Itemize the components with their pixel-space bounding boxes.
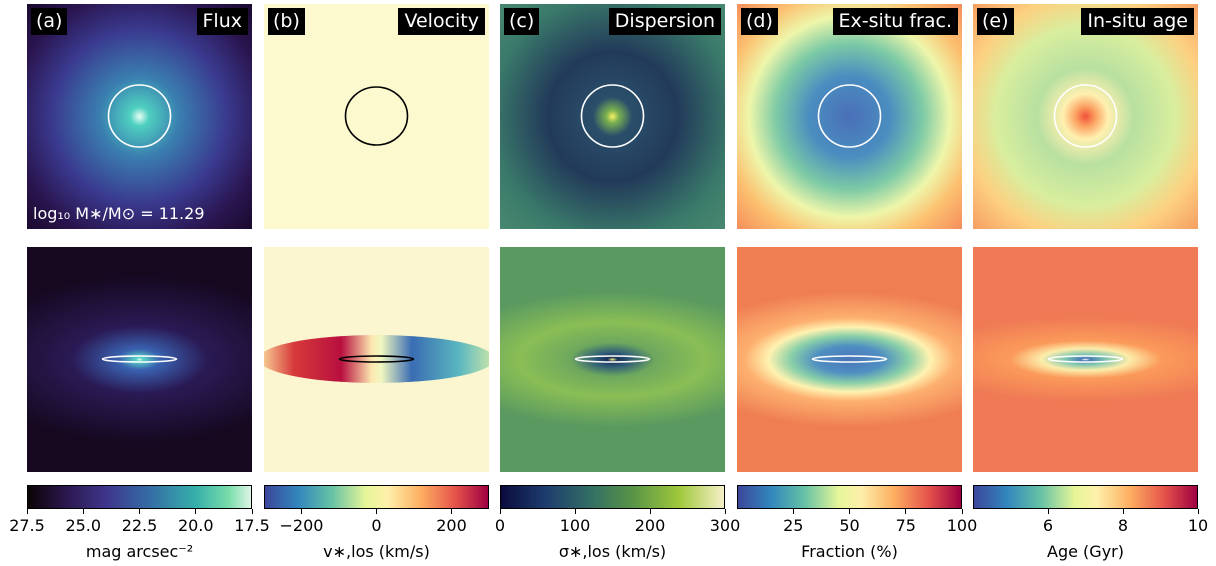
colorbar-tick-label: 6: [1042, 516, 1054, 535]
half-light-ellipse: [1047, 355, 1124, 363]
colorbar-tick: [139, 509, 140, 514]
map-panel-flux-edge-on: [27, 247, 252, 472]
map-panel-dispersion-edge-on: [500, 247, 725, 472]
map-panel-velocity-edge-on: [264, 247, 489, 472]
heatmap-field: [973, 247, 1198, 472]
colorbar-tick-label: 25: [783, 516, 804, 535]
panel-tag: (b): [268, 8, 305, 35]
colorbar-tick: [376, 509, 377, 514]
colorbar-tick: [26, 509, 28, 514]
half-light-ellipse: [107, 84, 172, 148]
colorbar-tick: [82, 509, 84, 514]
colorbar-tick: [849, 509, 850, 514]
colorbar-tick: [499, 509, 501, 514]
colorbar-tick-label: 50: [839, 516, 860, 535]
colorbar-tick-label: 8: [1117, 516, 1129, 535]
map-panel-in-situ-age-face-on: (e) In-situ age: [973, 4, 1198, 229]
panel-tag: (e): [977, 8, 1014, 35]
heatmap-field: [500, 247, 725, 472]
colorbar: [27, 485, 252, 509]
colorbar-label: Age (Gyr): [1047, 542, 1124, 561]
panel-title: Ex-situ frac.: [832, 8, 958, 35]
map-panel-flux-face-on: (a) Flux log₁₀ M∗/M⊙ = 11.29: [27, 4, 252, 229]
half-light-ellipse: [344, 86, 409, 146]
half-light-ellipse: [574, 355, 651, 363]
colorbar-tick-label: 75: [895, 516, 916, 535]
colorbar-label: Fraction (%): [801, 542, 898, 561]
colorbar-label: v∗,los (km/s): [323, 542, 430, 561]
colorbar-tick: [251, 509, 253, 514]
heatmap-field: [27, 4, 252, 229]
heatmap-field: [973, 4, 1198, 229]
map-panel-velocity-face-on: (b) Velocity: [264, 4, 489, 229]
colorbar-tick: [905, 509, 907, 514]
half-light-ellipse: [580, 84, 645, 148]
half-light-ellipse: [101, 355, 178, 363]
map-panel-ex-situ-frac-face-on: (d) Ex-situ frac.: [737, 4, 962, 229]
colorbar-tick-label: 300: [709, 516, 741, 535]
half-light-ellipse: [817, 84, 882, 148]
colorbar-tick-label: 0: [494, 516, 506, 535]
colorbar-tick: [1122, 509, 1124, 514]
colorbar-tick: [1197, 509, 1199, 514]
colorbar-tick: [649, 509, 651, 514]
galaxy-mass-label: log₁₀ M∗/M⊙ = 11.29: [33, 204, 205, 223]
colorbar-tick: [195, 509, 197, 514]
heatmap-field: [500, 4, 725, 229]
colorbar: [973, 485, 1198, 509]
colorbar-label: σ∗,los (km/s): [558, 542, 667, 561]
colorbar-tick-label: 10: [1187, 516, 1209, 535]
map-panel-ex-situ-frac-edge-on: [737, 247, 962, 472]
half-light-ellipse: [338, 355, 415, 363]
colorbar-tick: [1047, 509, 1049, 514]
colorbar: [500, 485, 725, 509]
heatmap-field: [27, 247, 252, 472]
colorbar-tick-label: 100: [946, 516, 978, 535]
colorbar-tick-label: 20.0: [177, 516, 214, 535]
panel-tag: (a): [31, 8, 68, 35]
colorbar-tick-label: 0: [371, 516, 382, 535]
colorbar-tick: [301, 509, 302, 514]
colorbar-tick: [792, 509, 794, 514]
heatmap-field: [264, 4, 489, 229]
colorbar-tick-label: 200: [436, 516, 467, 535]
heatmap-field: [737, 4, 962, 229]
heatmap-field: [737, 247, 962, 472]
colorbar: [737, 485, 962, 509]
map-panel-dispersion-face-on: (c) Dispersion: [500, 4, 725, 229]
colorbar-tick-label: 100: [559, 516, 591, 535]
colorbar: [264, 485, 489, 509]
panel-title: Flux: [196, 8, 248, 35]
colorbar-tick: [961, 509, 963, 514]
colorbar-tick-label: 25.0: [65, 516, 102, 535]
map-panel-in-situ-age-edge-on: [973, 247, 1198, 472]
colorbar-label: mag arcsec⁻²: [85, 542, 194, 561]
colorbar-tick-label: 27.5: [9, 516, 45, 535]
panel-title: Velocity: [398, 8, 485, 35]
colorbar-tick-label: 22.5: [121, 516, 158, 535]
half-light-ellipse: [1053, 84, 1118, 148]
colorbar-tick-label: 200: [634, 516, 666, 535]
panel-tag: (c): [504, 8, 540, 35]
panel-title: In-situ age: [1081, 8, 1194, 35]
colorbar-tick-label: 17.5: [234, 516, 270, 535]
half-light-ellipse: [811, 355, 888, 363]
panel-title: Dispersion: [608, 8, 721, 35]
colorbar-tick: [451, 509, 452, 514]
colorbar-tick-label: −200: [279, 516, 324, 535]
velocity-band: [264, 335, 489, 383]
panel-tag: (d): [741, 8, 778, 35]
colorbar-tick: [574, 509, 576, 514]
colorbar-tick: [724, 509, 726, 514]
